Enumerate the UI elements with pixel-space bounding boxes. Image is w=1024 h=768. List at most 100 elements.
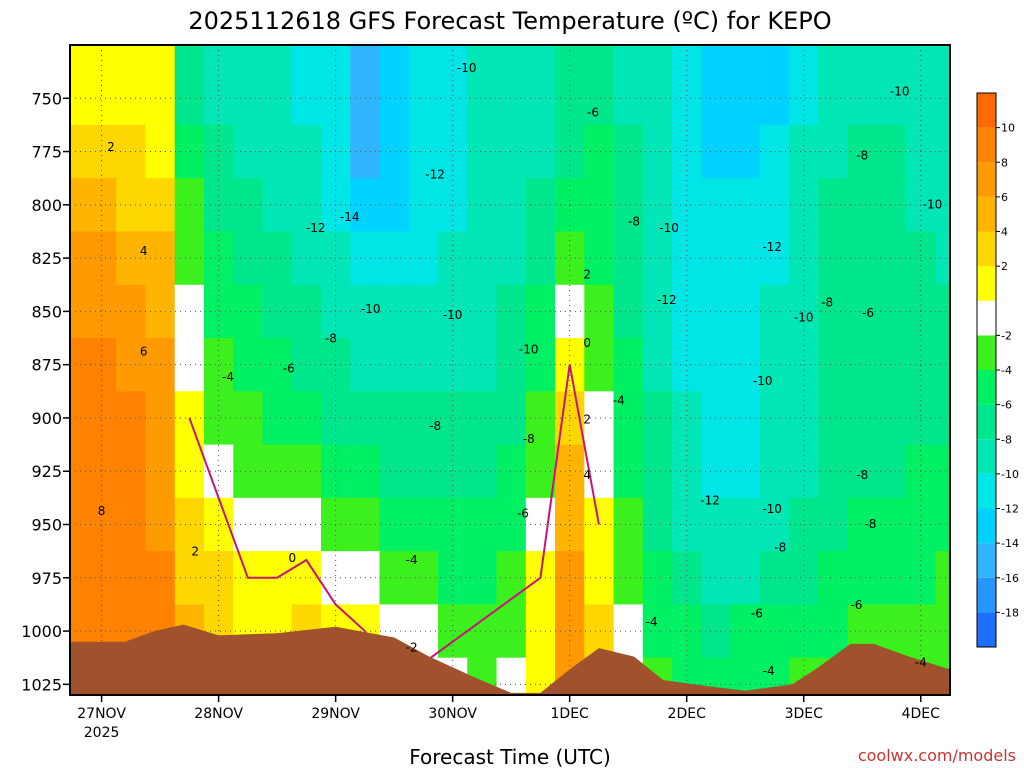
temperature-cell	[730, 45, 761, 126]
temperature-cell	[701, 45, 732, 126]
temperature-cell	[262, 45, 293, 126]
temperature-cell	[116, 45, 147, 126]
temperature-cell	[116, 231, 147, 286]
temperature-cell	[291, 284, 322, 339]
temperature-cell	[291, 444, 322, 499]
colorbar-tick-label: 10	[1001, 122, 1015, 135]
temperature-cell	[672, 231, 702, 286]
x-tick-sublabel: 2025	[84, 725, 120, 741]
colorbar-tick-label: -12	[1001, 503, 1019, 516]
chart-title: 2025112618 GFS Forecast Temperature (ºC)…	[188, 7, 831, 35]
temperature-cell	[876, 124, 907, 179]
contour-label: -6	[283, 361, 295, 375]
temperature-cell	[496, 444, 527, 499]
x-tick-label: 27NOV	[77, 706, 126, 722]
contour-label: -6	[587, 106, 599, 120]
temperature-cell	[262, 497, 293, 552]
temperature-cell	[467, 45, 498, 126]
temperature-cell	[291, 45, 322, 126]
contour-label: -8	[523, 432, 535, 446]
contour-label: -8	[628, 214, 640, 228]
temperature-cell	[876, 391, 907, 446]
y-tick-label: 950	[31, 516, 62, 535]
y-tick-label: 900	[31, 409, 62, 428]
temperature-cell	[935, 551, 950, 606]
temperature-cell	[935, 338, 950, 392]
temperature-cell	[642, 444, 673, 499]
colorbar-swatch	[977, 612, 996, 647]
temperature-cell	[935, 178, 950, 233]
colorbar-tick-label: -4	[1001, 364, 1012, 377]
temperature-cell	[935, 124, 950, 179]
temperature-cell	[642, 45, 673, 126]
temperature-cell	[496, 604, 527, 659]
contour-label: -8	[774, 540, 786, 554]
temperature-cell	[174, 178, 205, 233]
temperature-cell	[672, 124, 702, 179]
temperature-cell	[438, 391, 468, 446]
temperature-cell	[613, 45, 644, 126]
temperature-cell	[789, 497, 819, 552]
y-tick-label: 775	[31, 143, 62, 162]
temperature-cell	[818, 551, 849, 606]
temperature-cell	[496, 45, 527, 126]
temperature-cell	[291, 124, 322, 179]
temperature-cell	[116, 178, 147, 233]
x-tick-label: 29NOV	[311, 706, 360, 722]
temperature-cell	[116, 444, 147, 499]
temperature-cell	[438, 551, 468, 606]
colorbar-swatch	[977, 300, 996, 336]
temperature-cell	[876, 551, 907, 606]
contour-label: 2	[583, 268, 591, 282]
temperature-cell	[262, 391, 293, 446]
colorbar-tick-label: -2	[1001, 329, 1012, 342]
y-axis: 750 775 800 825 850 875 900 925 950 975 1000 1025	[21, 89, 70, 694]
colorbar-swatch	[977, 93, 996, 128]
temperature-cell	[759, 391, 790, 446]
temperature-cell	[584, 178, 615, 233]
contour-label: -8	[864, 517, 876, 531]
colorbar-swatch	[977, 370, 996, 405]
temperature-cell	[759, 284, 790, 339]
temperature-cell	[642, 178, 673, 233]
temperature-cell	[233, 124, 264, 179]
temperature-cell	[701, 551, 732, 606]
temperature-cell	[818, 497, 849, 552]
y-tick-label: 1025	[21, 675, 62, 694]
contour-label: -10	[794, 310, 814, 324]
temperature-cell	[759, 231, 790, 286]
temperature-cell	[584, 284, 615, 339]
temperature-cell	[408, 284, 439, 339]
temperature-cell	[496, 391, 527, 446]
contour-label: -10	[443, 308, 463, 322]
temperature-cell	[496, 338, 527, 392]
contour-label: -4	[613, 393, 625, 407]
x-axis: 27NOV 2025 28NOV 29NOV 30NOV 1DEC 2DEC 3DEC 4DEC	[77, 695, 940, 741]
contour-label: -12	[700, 494, 720, 508]
temperature-cell	[935, 231, 950, 286]
temperature-cell	[876, 444, 907, 499]
contour-label: -8	[856, 148, 868, 162]
temperature-cell	[233, 45, 264, 126]
contour-label: 2	[107, 140, 115, 154]
temperature-cell	[408, 391, 439, 446]
temperature-cell	[233, 391, 264, 446]
temperature-cell	[467, 391, 498, 446]
temperature-cell	[116, 551, 147, 606]
contour-labels: -10 -10 -6 -8 2 -12 -14 -12 -8 -10 -12 -10 -8 -6 4 2 -10…	[98, 61, 942, 678]
temperature-cell	[70, 497, 87, 552]
contour-label: 6	[140, 344, 148, 358]
temperature-cell	[379, 444, 410, 499]
colorbar-swatch	[977, 231, 996, 267]
x-tick-label: 1DEC	[551, 706, 590, 722]
temperature-cell	[496, 231, 527, 286]
temperature-cell	[174, 551, 205, 606]
temperature-cell	[818, 45, 849, 126]
temperature-cell	[408, 444, 439, 499]
temperature-cell	[789, 391, 819, 446]
temperature-cell	[438, 284, 468, 339]
temperature-cell	[70, 551, 87, 606]
temperature-cell	[174, 124, 205, 179]
temperature-cell	[262, 178, 293, 233]
